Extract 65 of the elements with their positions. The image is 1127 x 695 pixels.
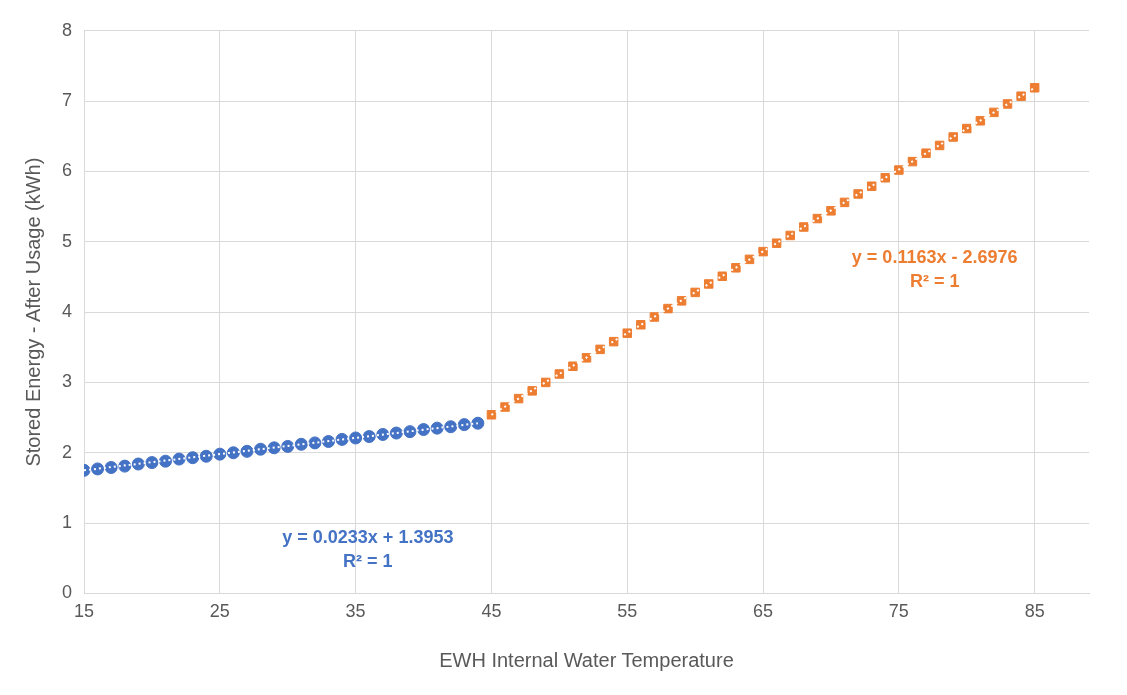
x-axis-title: EWH Internal Water Temperature [439,648,734,671]
point [568,361,578,371]
point [321,435,335,448]
y-tick-label: 7 [62,90,73,111]
y-tick-label: 4 [62,301,73,322]
point [457,418,471,432]
y-tick-label: 8 [62,19,73,40]
x-tick-label: 25 [209,601,230,622]
point [335,432,349,446]
point [486,410,497,420]
point [758,246,768,257]
point [417,423,431,437]
point [145,456,159,470]
point [91,462,105,476]
point [866,181,877,191]
point [444,420,458,434]
x-tick-label: 15 [74,601,95,622]
point [622,328,632,338]
y-tick-label: 0 [62,582,73,603]
y-axis-title: Stored Energy - After Usage (kWh) [21,157,44,467]
point [186,451,200,465]
annotation: R² = 1 [343,551,393,572]
point [294,437,308,451]
point [663,303,673,314]
annotation: R² = 1 [909,270,960,291]
point [541,377,551,388]
point [717,271,728,281]
point [403,425,417,439]
point [131,457,145,471]
annotation: y = 0.1163x - 2.6976 [851,246,1018,267]
point [921,148,931,158]
point [894,165,904,175]
point [934,140,945,151]
x-tick-label: 85 [1024,601,1045,622]
point [636,320,646,330]
x-tick-label: 55 [617,601,638,622]
point [254,442,268,456]
point [308,436,322,450]
point [690,287,700,298]
point [595,344,605,355]
y-tick-label: 2 [62,441,73,462]
x-tick-label: 45 [481,601,502,622]
y-tick-label: 6 [62,160,73,181]
point [104,461,118,475]
annotation: y = 0.0233x + 1.3953 [282,527,454,548]
point [500,402,510,412]
point [159,454,172,468]
point [471,416,485,430]
point [1002,99,1013,109]
y-tick-label: 1 [62,512,73,533]
point [771,238,782,248]
x-tick-label: 75 [888,601,909,622]
point [199,449,213,463]
point [281,439,295,453]
y-tick-label: 3 [62,371,73,392]
point [226,446,240,460]
x-tick-label: 65 [753,601,774,622]
point [1029,83,1040,93]
y-tick-label: 5 [62,230,73,251]
point [362,430,376,444]
point [240,444,254,458]
x-tick-label: 35 [345,601,366,622]
point [349,431,363,445]
point [389,426,403,440]
point [213,447,227,461]
